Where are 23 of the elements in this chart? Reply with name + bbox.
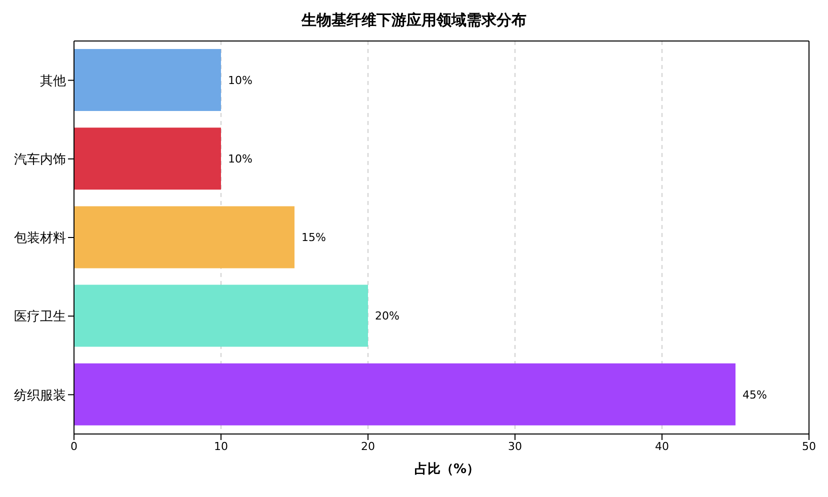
x-tick-label: 10 xyxy=(214,440,228,453)
data-label: 45% xyxy=(742,388,767,402)
bar xyxy=(74,363,736,426)
y-tick-label: 纺织服装 xyxy=(14,388,66,404)
chart-title: 生物基纤维下游应用领域需求分布 xyxy=(300,10,528,31)
x-tick-label: 0 xyxy=(70,440,78,453)
y-tick-label: 医疗卫生 xyxy=(14,310,66,325)
x-axis-title: 占比（%） xyxy=(413,461,481,478)
data-label: 20% xyxy=(375,310,400,323)
y-tick-label: 其他 xyxy=(40,74,66,89)
data-label: 15% xyxy=(302,231,326,244)
x-tick-label: 40 xyxy=(655,440,669,453)
data-label: 10% xyxy=(228,74,252,87)
bar xyxy=(74,49,221,111)
bar xyxy=(74,206,294,268)
bar xyxy=(74,128,221,190)
x-tick-label: 30 xyxy=(508,440,522,453)
x-tick-label: 20 xyxy=(361,440,375,453)
data-label: 10% xyxy=(228,152,252,166)
y-tick-label: 汽车内饰 xyxy=(14,152,66,168)
y-tick-label: 包装材料 xyxy=(14,231,66,246)
bar xyxy=(74,284,368,347)
x-tick-label: 50 xyxy=(802,440,816,453)
